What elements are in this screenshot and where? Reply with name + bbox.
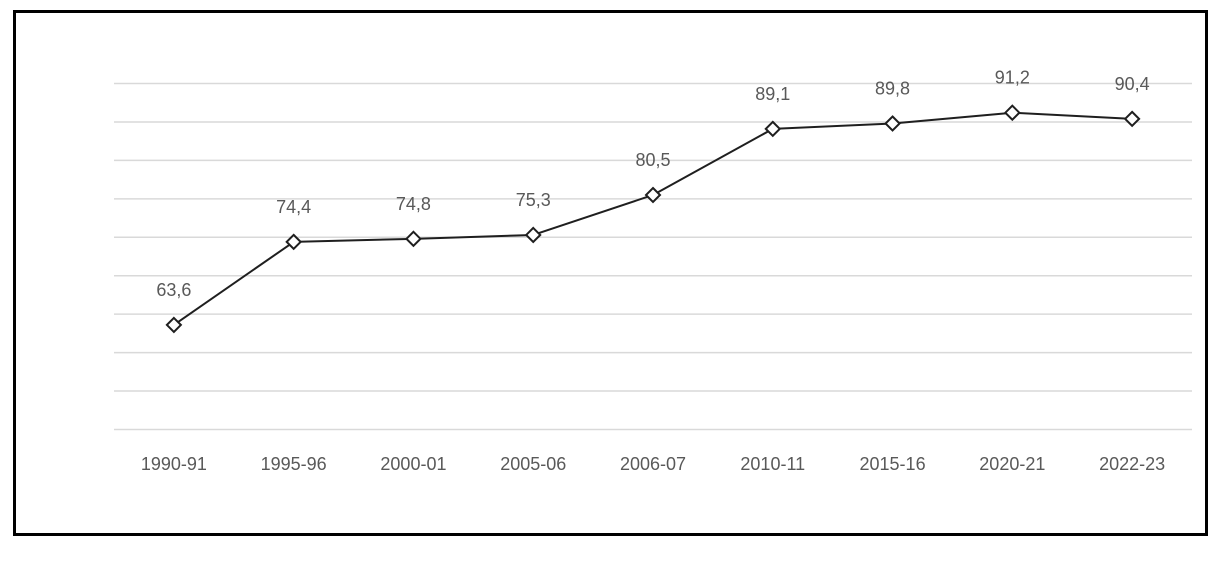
x-axis-label: 2005-06 [500, 454, 566, 474]
x-axis-labels: 1990-91 1995-96 2000-01 2005-06 2006-07 2010-… [141, 454, 1165, 474]
x-axis-label: 2022-23 [1099, 454, 1165, 474]
data-point-marker [644, 186, 662, 204]
data-label: 75,3 [516, 190, 551, 210]
x-axis-label: 2006-07 [620, 454, 686, 474]
x-axis-label: 2000-01 [380, 454, 446, 474]
data-labels: 63,6 74,4 74,8 75,3 80,5 89,1 89,8 91,2 90,4 [156, 68, 1149, 300]
x-axis-label: 2020-21 [979, 454, 1045, 474]
data-point-marker [1123, 110, 1141, 128]
data-label: 63,6 [156, 280, 191, 300]
data-label: 91,2 [995, 68, 1030, 88]
data-label: 74,8 [396, 194, 431, 214]
data-point-markers [165, 104, 1141, 334]
data-point-marker [165, 316, 183, 334]
x-axis-label: 1995-96 [261, 454, 327, 474]
data-point-marker [884, 115, 901, 132]
data-point-marker [524, 226, 542, 244]
data-label: 89,8 [875, 78, 910, 98]
x-axis-label: 1990-91 [141, 454, 207, 474]
chart-frame: 63,6 74,4 74,8 75,3 80,5 89,1 89,8 91,2 90,4 1990… [13, 10, 1208, 536]
data-point-marker [285, 233, 303, 251]
data-label: 90,4 [1115, 74, 1150, 94]
data-point-marker [405, 230, 422, 248]
data-point-marker [1003, 104, 1021, 122]
x-axis-label: 2015-16 [860, 454, 926, 474]
series-line [172, 111, 1134, 326]
x-axis-label: 2010-11 [740, 454, 805, 474]
data-point-marker [764, 120, 782, 138]
line-chart: 63,6 74,4 74,8 75,3 80,5 89,1 89,8 91,2 90,4 1990… [114, 68, 1192, 474]
data-label: 80,5 [635, 150, 670, 170]
data-label: 74,4 [276, 197, 311, 217]
data-label: 89,1 [755, 84, 790, 104]
gridlines [114, 82, 1192, 431]
